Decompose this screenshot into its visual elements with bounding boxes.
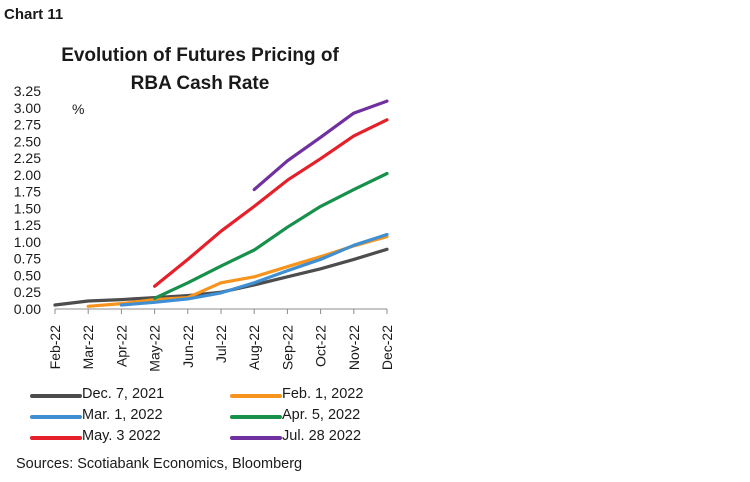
chart-series-lines [53,99,389,308]
y-tick-label: 1.00 [14,234,41,250]
x-tick-label: Mar-22 [80,325,96,370]
x-tick-label: Aug-22 [246,325,262,370]
series-line-1 [86,235,389,308]
legend-swatch [230,415,282,419]
series-line-3 [153,171,389,300]
chart-title-line-2: RBA Cash Rate [130,73,270,94]
legend-label: Mar. 1, 2022 [82,407,163,423]
y-tick-label: 3.25 [14,83,41,99]
y-tick-label: 2.75 [14,117,41,133]
x-tick-label: Dec-22 [379,325,395,370]
y-tick-label: 0.75 [14,251,41,267]
y-axis-unit-label: % [72,101,85,117]
x-tick-label: Apr-22 [113,325,129,367]
x-tick-label: Nov-22 [346,325,362,370]
chart-number-label: Chart 11 [4,6,64,23]
y-tick-label: 0.25 [14,284,41,300]
source-note: Sources: Scotiabank Economics, Bloomberg [16,456,303,472]
x-tick-label: May-22 [147,325,163,372]
chart-title-line-1: Evolution of Futures Pricing of [61,45,339,66]
legend-swatch [30,415,82,419]
legend-label: Feb. 1, 2022 [282,386,364,402]
x-tick-label: Jun-22 [180,325,196,368]
y-tick-label: 3.00 [14,100,41,116]
x-tick-label: Feb-22 [47,325,63,370]
legend-swatch [30,436,82,440]
y-tick-label: 0.00 [14,301,41,317]
legend-label: Jul. 28 2022 [282,428,362,444]
legend-label: May. 3 2022 [82,428,161,444]
chart-title: Evolution of Futures Pricing of RBA Cash… [40,42,360,98]
series-line-0 [53,247,389,307]
y-tick-label: 1.75 [14,184,41,200]
y-tick-label: 2.00 [14,167,41,183]
legend-label: Apr. 5, 2022 [282,407,361,423]
legend-label: Dec. 7, 2021 [82,386,165,402]
x-tick-label: Oct-22 [313,325,329,367]
legend-swatch [30,394,82,398]
chart-axes: 0.000.250.500.751.001.251.501.752.002.25… [14,83,395,372]
x-tick-label: Sep-22 [279,325,295,370]
y-tick-label: 1.25 [14,217,41,233]
y-tick-label: 2.25 [14,150,41,166]
series-line-5 [252,99,389,192]
series-line-2 [119,232,389,307]
legend-swatch [230,436,282,440]
series-line-4 [153,118,389,288]
x-tick-label: Jul-22 [213,325,229,363]
y-tick-label: 2.50 [14,133,41,149]
y-tick-label: 0.50 [14,267,41,283]
y-tick-label: 1.50 [14,200,41,216]
legend-swatch [230,394,282,398]
